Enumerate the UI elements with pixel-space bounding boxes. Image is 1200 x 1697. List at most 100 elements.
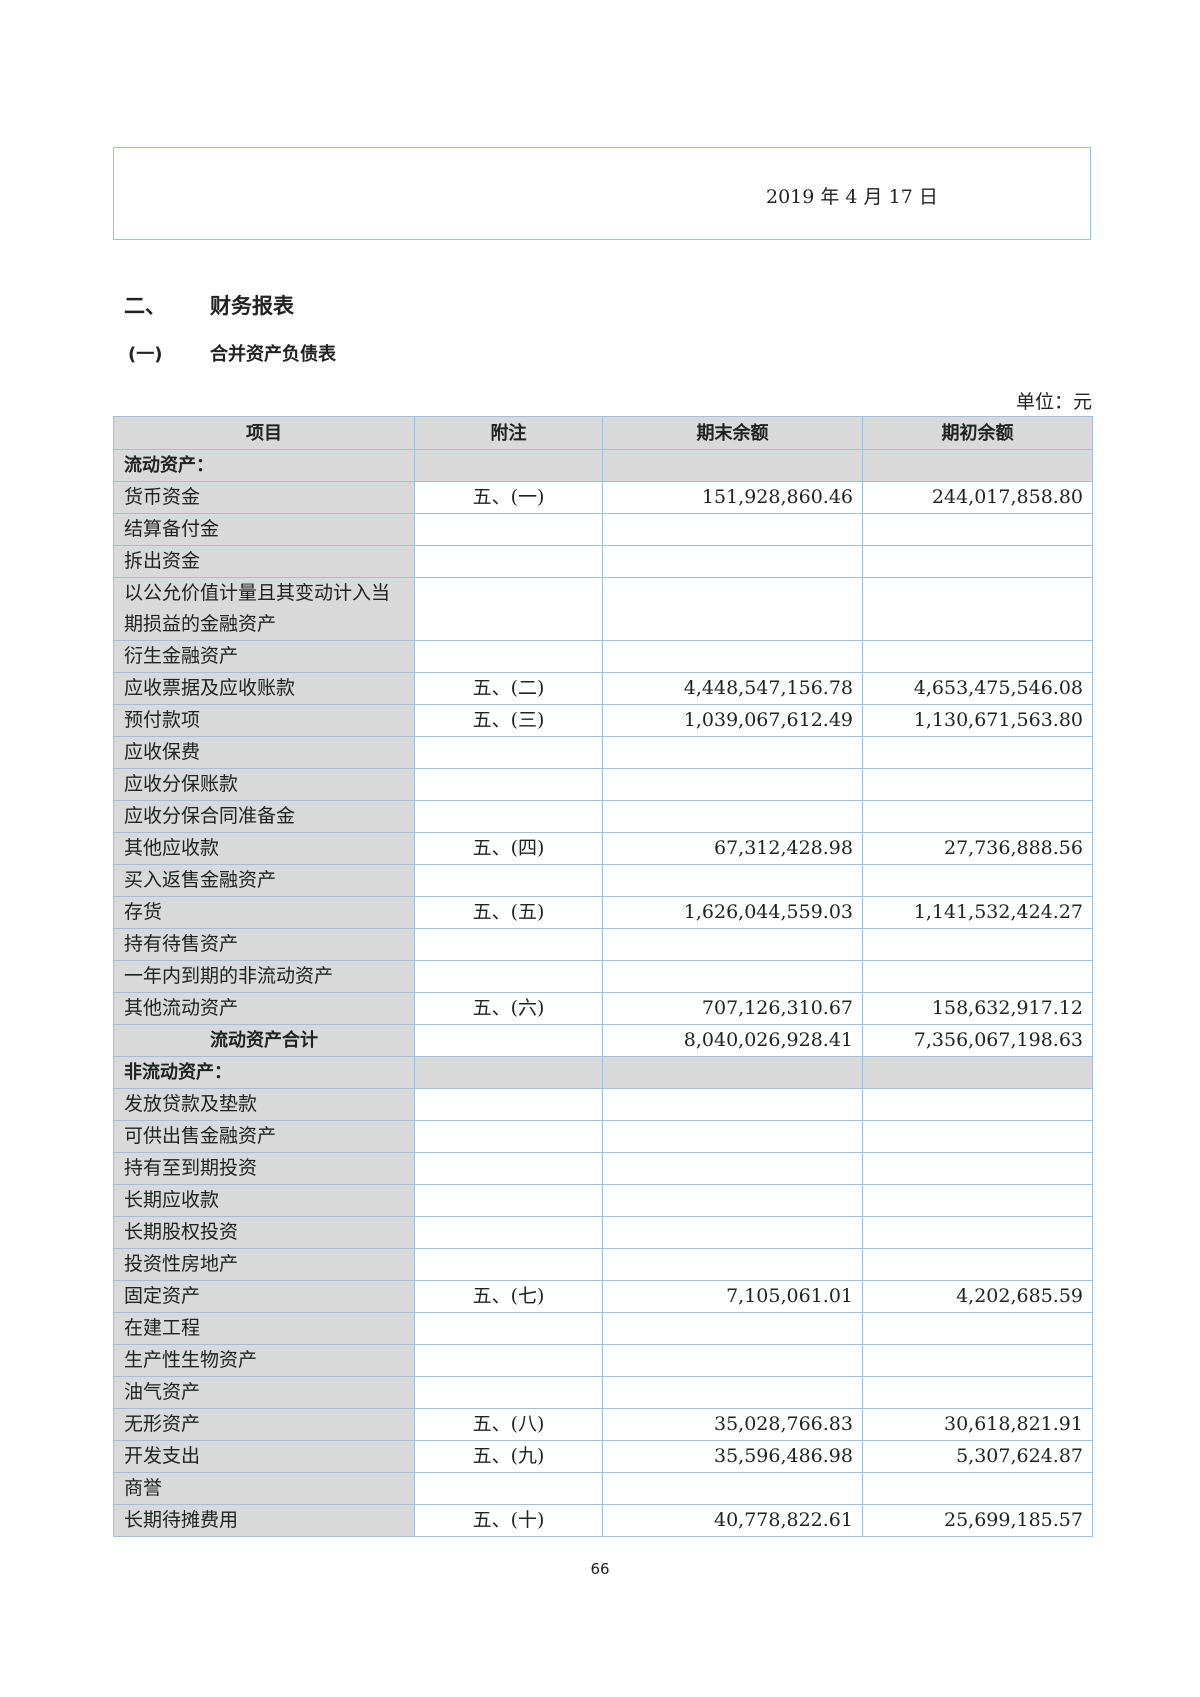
row-label: 以公允价值计量且其变动计入当期损益的金融资产 <box>113 577 415 641</box>
row-note <box>414 1088 603 1121</box>
row-begin-balance: 244,017,858.80 <box>862 481 1093 514</box>
row-begin-balance <box>862 1184 1093 1217</box>
row-begin-balance <box>862 577 1093 641</box>
row-end-balance <box>602 640 863 673</box>
signature-box: 2019 年 4 月 17 日 <box>113 147 1091 240</box>
row-label: 应收票据及应收账款 <box>113 672 415 705</box>
row-note <box>414 960 603 993</box>
section-number: 二、 <box>124 294 166 318</box>
row-label: 生产性生物资产 <box>113 1344 415 1377</box>
row-end-balance <box>602 1376 863 1409</box>
report-date: 2019 年 4 月 17 日 <box>766 186 938 208</box>
row-end-balance: 1,039,067,612.49 <box>602 704 863 737</box>
row-begin-balance <box>862 800 1093 833</box>
section-heading: 二、 财务报表 <box>124 290 294 320</box>
table-row: 拆出资金 <box>113 545 1093 578</box>
row-note <box>414 1312 603 1345</box>
row-begin-balance <box>862 960 1093 993</box>
row-begin-balance <box>862 1216 1093 1249</box>
row-note <box>414 864 603 897</box>
row-end-balance <box>602 449 863 482</box>
row-end-balance <box>602 768 863 801</box>
row-note <box>414 768 603 801</box>
row-note: 五、(二) <box>414 672 603 705</box>
row-note: 五、(三) <box>414 704 603 737</box>
table-row: 应收分保账款 <box>113 768 1093 801</box>
row-begin-balance <box>862 928 1093 961</box>
row-end-balance: 35,028,766.83 <box>602 1408 863 1441</box>
row-begin-balance: 5,307,624.87 <box>862 1440 1093 1473</box>
table-row: 在建工程 <box>113 1312 1093 1345</box>
row-end-balance <box>602 1312 863 1345</box>
row-label: 应收保费 <box>113 736 415 769</box>
row-end-balance <box>602 1152 863 1185</box>
row-note: 五、(六) <box>414 992 603 1025</box>
subsection-heading: (一) 合并资产负债表 <box>128 340 336 366</box>
row-note: 五、(九) <box>414 1440 603 1473</box>
row-note <box>414 1344 603 1377</box>
row-note <box>414 1216 603 1249</box>
page-number: 66 <box>590 1560 610 1578</box>
row-note <box>414 1248 603 1281</box>
row-end-balance <box>602 736 863 769</box>
row-begin-balance <box>862 1120 1093 1153</box>
row-note: 五、(七) <box>414 1280 603 1313</box>
row-end-balance <box>602 1184 863 1217</box>
row-note <box>414 928 603 961</box>
table-row: 商誉 <box>113 1472 1093 1505</box>
table-row: 其他流动资产 五、(六) 707,126,310.67 158,632,917.12 <box>113 992 1093 1025</box>
total-row: 流动资产合计 8,040,026,928.41 7,356,067,198.63 <box>113 1024 1093 1057</box>
row-begin-balance <box>862 449 1093 482</box>
row-end-balance <box>602 1248 863 1281</box>
table-row: 应收票据及应收账款 五、(二) 4,448,547,156.78 4,653,475,… <box>113 672 1093 705</box>
row-label: 流动资产： <box>113 449 415 482</box>
row-note: 五、(十) <box>414 1504 603 1537</box>
row-label: 持有待售资产 <box>113 928 415 961</box>
row-begin-balance <box>862 864 1093 897</box>
row-label: 衍生金融资产 <box>113 640 415 673</box>
table-row: 长期应收款 <box>113 1184 1093 1217</box>
table-row: 应收保费 <box>113 736 1093 769</box>
row-end-balance <box>602 1088 863 1121</box>
row-end-balance: 40,778,822.61 <box>602 1504 863 1537</box>
row-label: 拆出资金 <box>113 545 415 578</box>
row-label: 其他应收款 <box>113 832 415 865</box>
row-label: 应收分保账款 <box>113 768 415 801</box>
subsection-title: 合并资产负债表 <box>210 344 336 365</box>
header-item: 项目 <box>113 416 415 450</box>
row-note <box>414 640 603 673</box>
row-note: 五、(一) <box>414 481 603 514</box>
row-end-balance: 707,126,310.67 <box>602 992 863 1025</box>
row-end-balance <box>602 928 863 961</box>
table-row: 投资性房地产 <box>113 1248 1093 1281</box>
table-header-row: 项目 附注 期末余额 期初余额 <box>113 416 1093 450</box>
row-note <box>414 449 603 482</box>
row-begin-balance <box>862 1472 1093 1505</box>
row-end-balance: 7,105,061.01 <box>602 1280 863 1313</box>
table-row: 持有至到期投资 <box>113 1152 1093 1185</box>
table-row: 可供出售金融资产 <box>113 1120 1093 1153</box>
row-note <box>414 545 603 578</box>
row-end-balance <box>602 545 863 578</box>
row-begin-balance <box>862 1056 1093 1089</box>
table-row: 油气资产 <box>113 1376 1093 1409</box>
header-end-balance: 期末余额 <box>602 416 863 450</box>
row-end-balance <box>602 864 863 897</box>
row-label: 开发支出 <box>113 1440 415 1473</box>
row-label: 固定资产 <box>113 1280 415 1313</box>
table-row: 预付款项 五、(三) 1,039,067,612.49 1,130,671,563.8… <box>113 704 1093 737</box>
row-begin-balance: 30,618,821.91 <box>862 1408 1093 1441</box>
row-note <box>414 1024 603 1057</box>
row-label: 投资性房地产 <box>113 1248 415 1281</box>
row-label: 结算备付金 <box>113 513 415 546</box>
section-title: 财务报表 <box>210 294 294 318</box>
row-end-balance <box>602 1056 863 1089</box>
table-row: 固定资产 五、(七) 7,105,061.01 4,202,685.59 <box>113 1280 1093 1313</box>
row-label: 长期应收款 <box>113 1184 415 1217</box>
section-row: 非流动资产： <box>113 1056 1093 1089</box>
row-note <box>414 1376 603 1409</box>
row-label: 存货 <box>113 896 415 929</box>
row-note <box>414 1056 603 1089</box>
row-begin-balance <box>862 736 1093 769</box>
row-label: 非流动资产： <box>113 1056 415 1089</box>
